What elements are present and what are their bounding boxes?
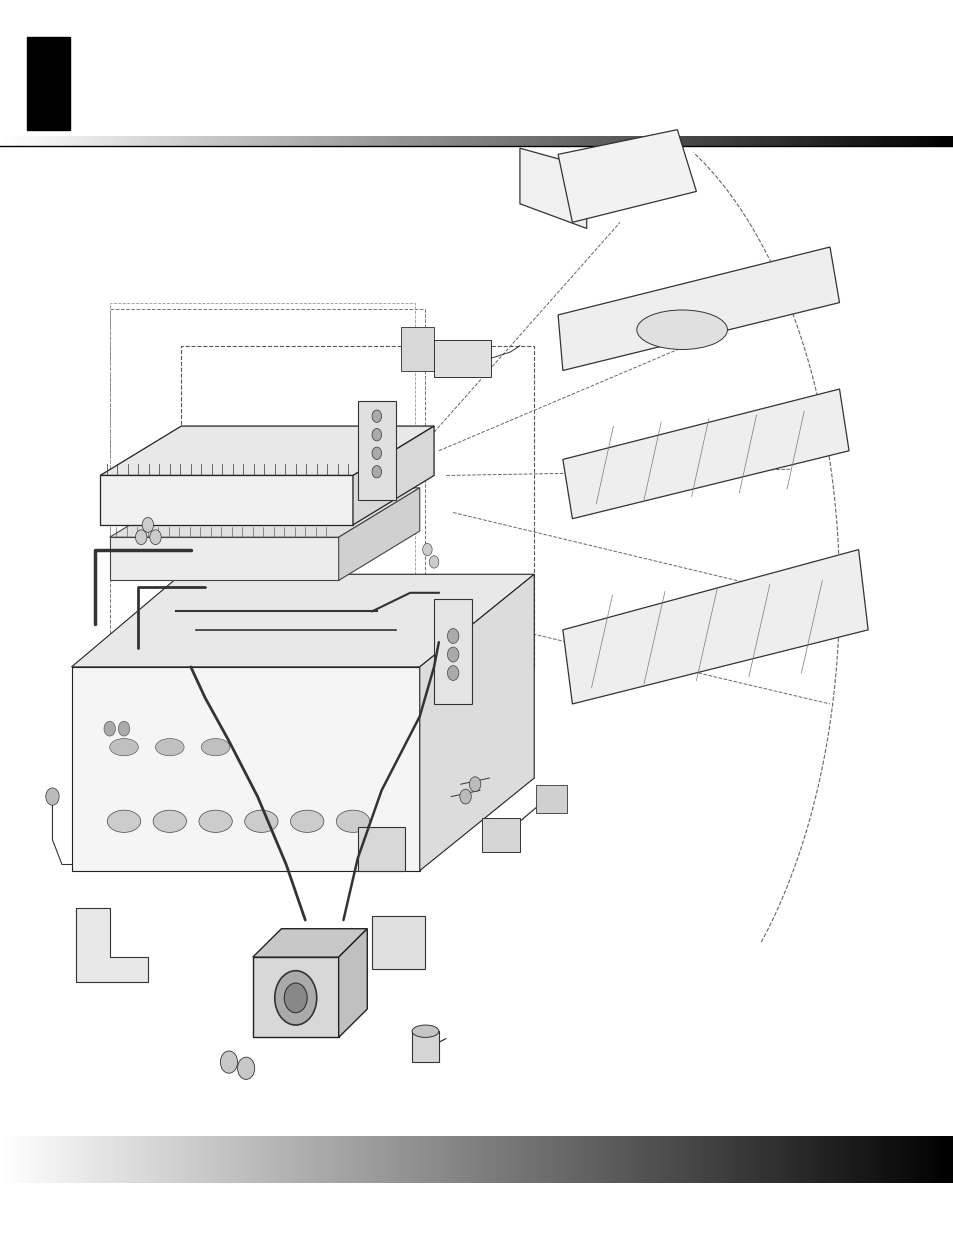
Ellipse shape bbox=[110, 739, 138, 756]
Ellipse shape bbox=[155, 739, 184, 756]
Ellipse shape bbox=[198, 810, 233, 832]
Circle shape bbox=[237, 1057, 254, 1079]
Circle shape bbox=[459, 789, 471, 804]
Bar bbox=[27, 37, 70, 130]
Polygon shape bbox=[558, 130, 696, 222]
FancyBboxPatch shape bbox=[481, 818, 519, 852]
Ellipse shape bbox=[290, 810, 324, 832]
Polygon shape bbox=[412, 1031, 438, 1062]
Ellipse shape bbox=[152, 810, 186, 832]
Ellipse shape bbox=[412, 1025, 438, 1037]
Polygon shape bbox=[434, 599, 472, 704]
Polygon shape bbox=[357, 401, 395, 500]
Circle shape bbox=[429, 556, 438, 568]
Polygon shape bbox=[338, 929, 367, 1037]
Circle shape bbox=[422, 543, 432, 556]
Polygon shape bbox=[353, 426, 434, 525]
Polygon shape bbox=[71, 574, 534, 667]
Polygon shape bbox=[372, 916, 424, 969]
Ellipse shape bbox=[108, 810, 141, 832]
Polygon shape bbox=[519, 148, 586, 228]
Polygon shape bbox=[338, 488, 419, 580]
Circle shape bbox=[220, 1051, 237, 1073]
Polygon shape bbox=[71, 667, 419, 871]
Circle shape bbox=[150, 530, 161, 545]
Polygon shape bbox=[558, 247, 839, 370]
Circle shape bbox=[274, 971, 316, 1025]
Polygon shape bbox=[253, 929, 367, 957]
Circle shape bbox=[469, 777, 480, 792]
Ellipse shape bbox=[201, 739, 230, 756]
Circle shape bbox=[447, 647, 458, 662]
Circle shape bbox=[372, 429, 381, 441]
FancyBboxPatch shape bbox=[536, 785, 566, 813]
Polygon shape bbox=[100, 426, 434, 475]
Ellipse shape bbox=[335, 810, 369, 832]
Polygon shape bbox=[357, 827, 405, 871]
Circle shape bbox=[372, 447, 381, 459]
Circle shape bbox=[142, 517, 153, 532]
Polygon shape bbox=[253, 957, 338, 1037]
Circle shape bbox=[447, 629, 458, 643]
Bar bbox=[110, 303, 415, 574]
Ellipse shape bbox=[636, 310, 727, 350]
Polygon shape bbox=[400, 327, 434, 370]
Circle shape bbox=[284, 983, 307, 1013]
Polygon shape bbox=[110, 537, 338, 580]
Bar bbox=[110, 309, 424, 667]
Polygon shape bbox=[562, 550, 867, 704]
Circle shape bbox=[118, 721, 130, 736]
Circle shape bbox=[46, 788, 59, 805]
Circle shape bbox=[104, 721, 115, 736]
Polygon shape bbox=[76, 908, 148, 982]
Polygon shape bbox=[110, 488, 419, 537]
Polygon shape bbox=[562, 389, 848, 519]
Ellipse shape bbox=[245, 810, 278, 832]
Polygon shape bbox=[419, 574, 534, 871]
Circle shape bbox=[447, 666, 458, 680]
Circle shape bbox=[372, 466, 381, 478]
Circle shape bbox=[135, 530, 147, 545]
Polygon shape bbox=[434, 340, 491, 377]
Circle shape bbox=[372, 410, 381, 422]
Polygon shape bbox=[100, 475, 353, 525]
